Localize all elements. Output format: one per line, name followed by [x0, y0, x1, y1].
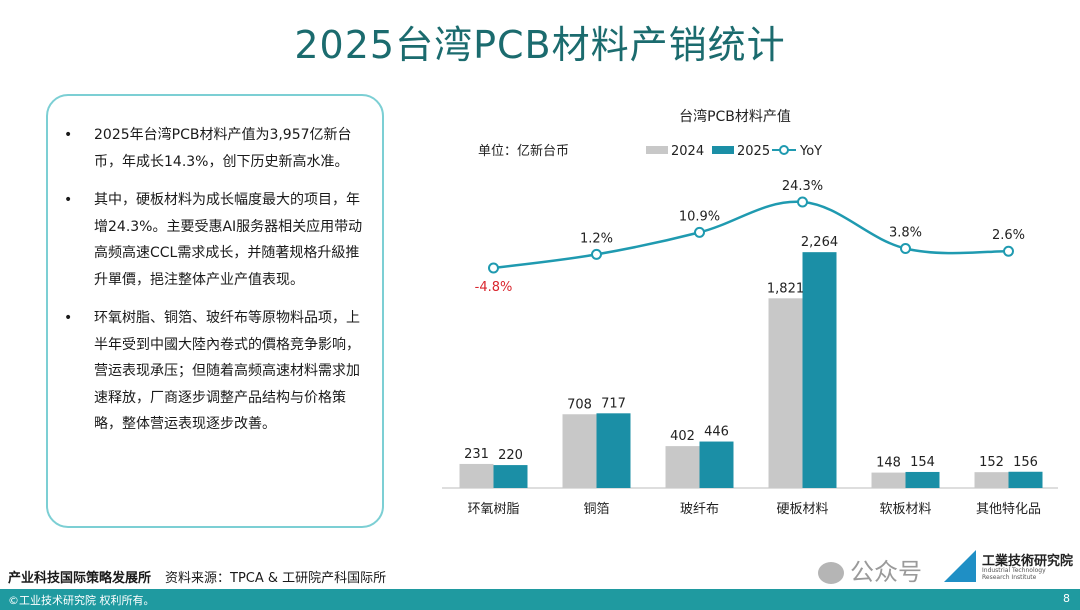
x-tick-label: 环氧树脂 — [467, 502, 519, 517]
logo-english: Industrial Technology Research Institute — [982, 567, 1046, 581]
bar-2024 — [459, 463, 494, 488]
itri-logo: 工業技術研究院 Industrial Technology Research I… — [944, 550, 1076, 584]
yoy-point — [694, 226, 705, 238]
data-label-2025: 154 — [910, 455, 935, 470]
legend-label-2024: 2024 — [671, 144, 704, 159]
legend-label-2025: 2025 — [737, 144, 770, 159]
bar-2024 — [974, 472, 1009, 488]
yoy-label: 1.2% — [580, 231, 613, 246]
wechat-icon — [818, 562, 844, 584]
data-label-2025: 2,264 — [801, 235, 838, 250]
bar-2024 — [871, 472, 906, 488]
yoy-point — [900, 242, 911, 254]
x-tick-label: 玻纤布 — [680, 502, 719, 517]
yoy-point — [591, 248, 602, 260]
data-label-2024: 152 — [979, 455, 1004, 470]
yoy-label: 10.9% — [679, 209, 720, 224]
yoy-label: -4.8% — [475, 280, 513, 295]
legend-label-yoy: YoY — [799, 144, 822, 159]
page-number: 8 — [1063, 592, 1070, 605]
watermark: 公众号 — [818, 552, 922, 587]
data-label-2024: 402 — [670, 429, 695, 444]
data-label-2025: 156 — [1013, 455, 1038, 470]
unit-label: 单位：亿新台币 — [478, 143, 569, 159]
chart-area: 台湾PCB材料产值单位：亿新台币 2024 2025 YoY 231 220 环氧树脂 708… — [430, 98, 1060, 528]
bullet-marker: • — [64, 192, 73, 208]
legend-swatch-2025 — [712, 146, 734, 154]
x-tick-label: 铜箔 — [583, 501, 609, 517]
data-label-2025: 220 — [498, 448, 523, 463]
bullet-marker: • — [64, 310, 73, 326]
bar-2025 — [802, 252, 837, 488]
source-text: 资料来源：TPCA & 工研院产科国际所 — [165, 571, 387, 586]
itri-logo-icon — [944, 550, 976, 582]
bullet-item: • 环氧树脂、铜箔、玻纤布等原物料品项，上半年受到中國大陸內卷式的價格竞争影响，营… — [64, 305, 369, 438]
legend-marker-yoy — [779, 145, 789, 155]
yoy-label: 2.6% — [992, 228, 1025, 243]
yoy-label: 24.3% — [782, 179, 823, 194]
bullet-text: 其中，硬板材料为成长幅度最大的项目，年增24.3%。主要受惠AI服务器相关应用带… — [94, 192, 363, 288]
data-label-2024: 1,821 — [767, 281, 804, 296]
data-label-2025: 717 — [601, 396, 626, 411]
bar-2024 — [768, 298, 803, 488]
data-label-2024: 231 — [464, 447, 489, 462]
legend-swatch-2024 — [646, 146, 668, 154]
logo-name: 工業技術研究院 — [982, 554, 1074, 569]
page-title: 2025台湾PCB材料产销统计 — [294, 23, 786, 67]
bullet-marker: • — [64, 127, 73, 143]
chart-title: 台湾PCB材料产值 — [679, 108, 791, 125]
watermark-text: 公众号 — [850, 558, 922, 586]
data-label-2025: 446 — [704, 425, 729, 440]
copyright-text: ©工业技术研究院 权利所有。 — [8, 594, 155, 607]
bar-2024 — [665, 446, 700, 488]
data-label-2024: 148 — [876, 456, 901, 471]
bullet-item: • 其中，硬板材料为成长幅度最大的项目，年增24.3%。主要受惠AI服务器相关应用… — [64, 187, 369, 293]
bar-2025 — [699, 441, 734, 488]
yoy-line — [493, 200, 1009, 270]
bar-2025 — [1008, 471, 1043, 488]
yoy-point — [488, 262, 499, 274]
bar-2025 — [493, 465, 528, 488]
bar-2025 — [596, 413, 631, 488]
footer-source: 产业科技国际策略发展所 资料来源：TPCA & 工研院产科国际所 — [8, 567, 386, 586]
x-tick-label: 硬板材料 — [776, 502, 828, 517]
yoy-label: 3.8% — [889, 225, 922, 240]
bullet-item: • 2025年台湾PCB材料产值为3,957亿新台币，年成长14.3%，创下历史新… — [64, 122, 369, 175]
bullet-text: 环氧树脂、铜箔、玻纤布等原物料品项，上半年受到中國大陸內卷式的價格竞争影响，营运… — [94, 310, 360, 432]
yoy-point — [1003, 245, 1014, 257]
footer-org: 产业科技国际策略发展所 — [8, 571, 152, 586]
x-tick-label: 软板材料 — [879, 502, 931, 517]
bar-2024 — [562, 414, 597, 488]
bullet-text: 2025年台湾PCB材料产值为3,957亿新台币，年成长14.3%，创下历史新高… — [94, 127, 352, 170]
data-label-2024: 708 — [567, 397, 592, 412]
x-tick-label: 其他特化品 — [976, 502, 1041, 517]
bullet-list: • 2025年台湾PCB材料产值为3,957亿新台币，年成长14.3%，创下历史新… — [64, 122, 369, 450]
yoy-point — [797, 196, 808, 208]
bar-2025 — [905, 471, 940, 488]
summary-box: • 2025年台湾PCB材料产值为3,957亿新台币，年成长14.3%，创下历史新… — [46, 94, 384, 528]
footer-bar: ©工业技术研究院 权利所有。 8 — [0, 589, 1080, 610]
